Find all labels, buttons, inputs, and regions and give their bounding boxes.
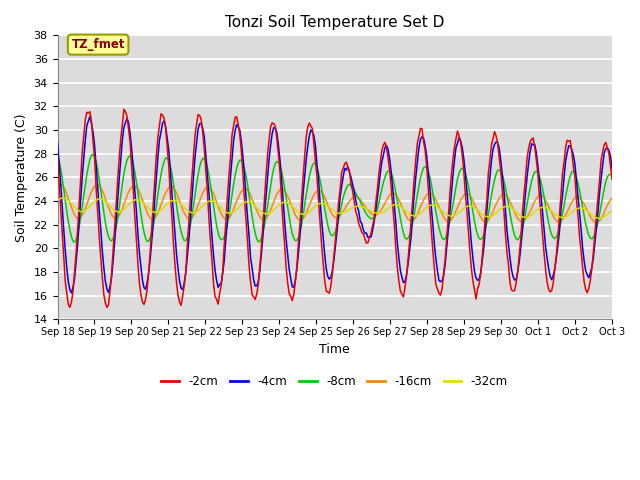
Title: Tonzi Soil Temperature Set D: Tonzi Soil Temperature Set D [225, 15, 444, 30]
Text: TZ_fmet: TZ_fmet [72, 38, 125, 51]
X-axis label: Time: Time [319, 343, 350, 356]
Legend: -2cm, -4cm, -8cm, -16cm, -32cm: -2cm, -4cm, -8cm, -16cm, -32cm [157, 371, 513, 393]
Y-axis label: Soil Temperature (C): Soil Temperature (C) [15, 113, 28, 241]
